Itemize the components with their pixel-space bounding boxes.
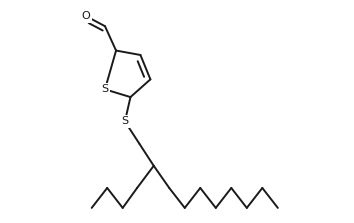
Text: S: S (121, 116, 129, 126)
Text: S: S (101, 84, 109, 94)
Text: O: O (82, 11, 91, 21)
